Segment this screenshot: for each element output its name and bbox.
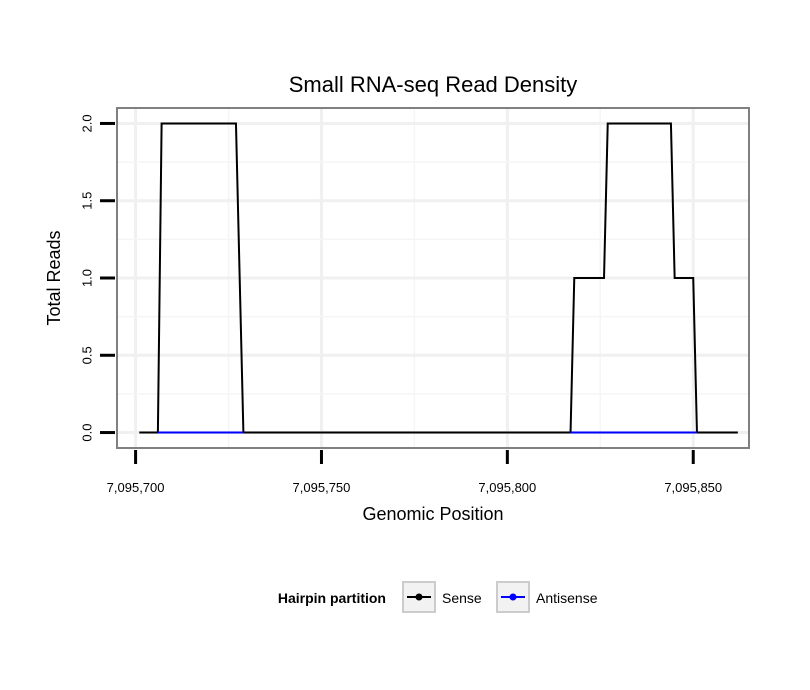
legend-title: Hairpin partition <box>278 590 386 606</box>
y-axis-label: Total Reads <box>44 230 64 325</box>
legend-item-sense: Sense <box>402 581 482 613</box>
y-tick-label: 1.5 <box>80 192 95 210</box>
x-tick-label: 7,095,800 <box>478 480 536 495</box>
legend-label-sense: Sense <box>442 590 482 606</box>
series-line-sense <box>139 122 738 434</box>
x-tick-label: 7,095,700 <box>107 480 165 495</box>
series-layer <box>139 122 738 434</box>
legend: Hairpin partition Sense Antisense <box>278 581 598 613</box>
y-tick-label: 0.0 <box>80 424 95 442</box>
x-axis-label: Genomic Position <box>362 504 503 524</box>
legend-dot-antisense <box>509 593 517 601</box>
legend-label-antisense: Antisense <box>536 590 598 606</box>
plot-border <box>116 107 750 449</box>
plot-area <box>116 107 750 449</box>
chart-title: Small RNA-seq Read Density <box>289 72 578 97</box>
x-axis: 7,095,700 7,095,750 7,095,800 7,095,850 <box>107 450 722 495</box>
y-tick-label: 0.5 <box>80 346 95 364</box>
legend-dot-sense <box>415 593 423 601</box>
y-axis: 0.0 0.5 1.0 1.5 2.0 <box>80 114 115 442</box>
x-tick-label: 7,095,850 <box>664 480 722 495</box>
y-tick-label: 1.0 <box>80 269 95 287</box>
legend-item-antisense: Antisense <box>496 581 598 613</box>
y-tick-label: 2.0 <box>80 114 95 132</box>
x-tick-label: 7,095,750 <box>293 480 351 495</box>
